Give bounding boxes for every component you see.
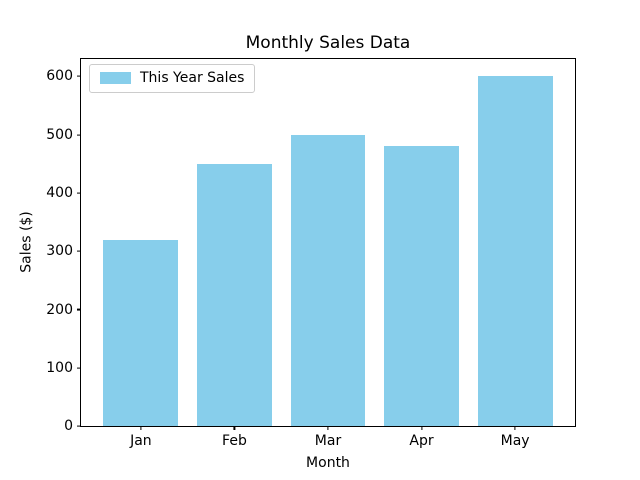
y-tick-label-100: 100 <box>46 359 73 376</box>
x-axis-label: Month <box>306 455 350 471</box>
x-tick-label-apr: Apr <box>409 433 434 449</box>
x-tick-mark-apr <box>420 426 423 430</box>
y-tick-label-300: 300 <box>46 243 73 260</box>
legend: This Year Sales <box>89 64 256 93</box>
y-tick-mark-600 <box>77 75 81 78</box>
bar-mar <box>290 134 366 426</box>
y-tick-label-200: 200 <box>46 301 73 318</box>
y-axis-label: Sales ($) <box>18 211 35 273</box>
y-tick-mark-0 <box>77 425 81 427</box>
x-tick-mark-mar <box>327 426 329 430</box>
bar-apr <box>384 146 459 426</box>
y-tick-mark-400 <box>77 192 81 194</box>
y-tick-label-600: 600 <box>46 68 73 85</box>
y-tick-label-500: 500 <box>46 126 73 143</box>
y-tick-mark-500 <box>77 134 81 136</box>
x-tick-mark-feb <box>233 426 236 430</box>
legend-entry-label: This Year Sales <box>140 70 245 86</box>
y-tick-label-0: 0 <box>64 418 73 434</box>
y-tick-mark-200 <box>77 308 81 311</box>
x-tick-mark-may <box>514 426 516 430</box>
bar-feb <box>197 163 272 426</box>
chart-title: Monthly Sales Data <box>245 33 411 53</box>
legend-swatch-icon <box>100 72 131 85</box>
bar-jan <box>103 239 179 426</box>
y-tick-mark-100 <box>77 367 81 369</box>
x-tick-label-jan: Jan <box>130 433 152 449</box>
y-tick-mark-300 <box>77 250 81 252</box>
x-tick-label-feb: Feb <box>222 433 247 449</box>
plot-area: This Year Sales Jan Feb Mar Apr May 0 100 200 30… <box>46 58 576 448</box>
x-tick-label-may: May <box>500 433 530 449</box>
y-tick-label-400: 400 <box>46 184 73 201</box>
bar-may <box>477 76 553 426</box>
x-tick-mark-jan <box>140 426 142 430</box>
x-tick-label-mar: Mar <box>314 433 342 449</box>
